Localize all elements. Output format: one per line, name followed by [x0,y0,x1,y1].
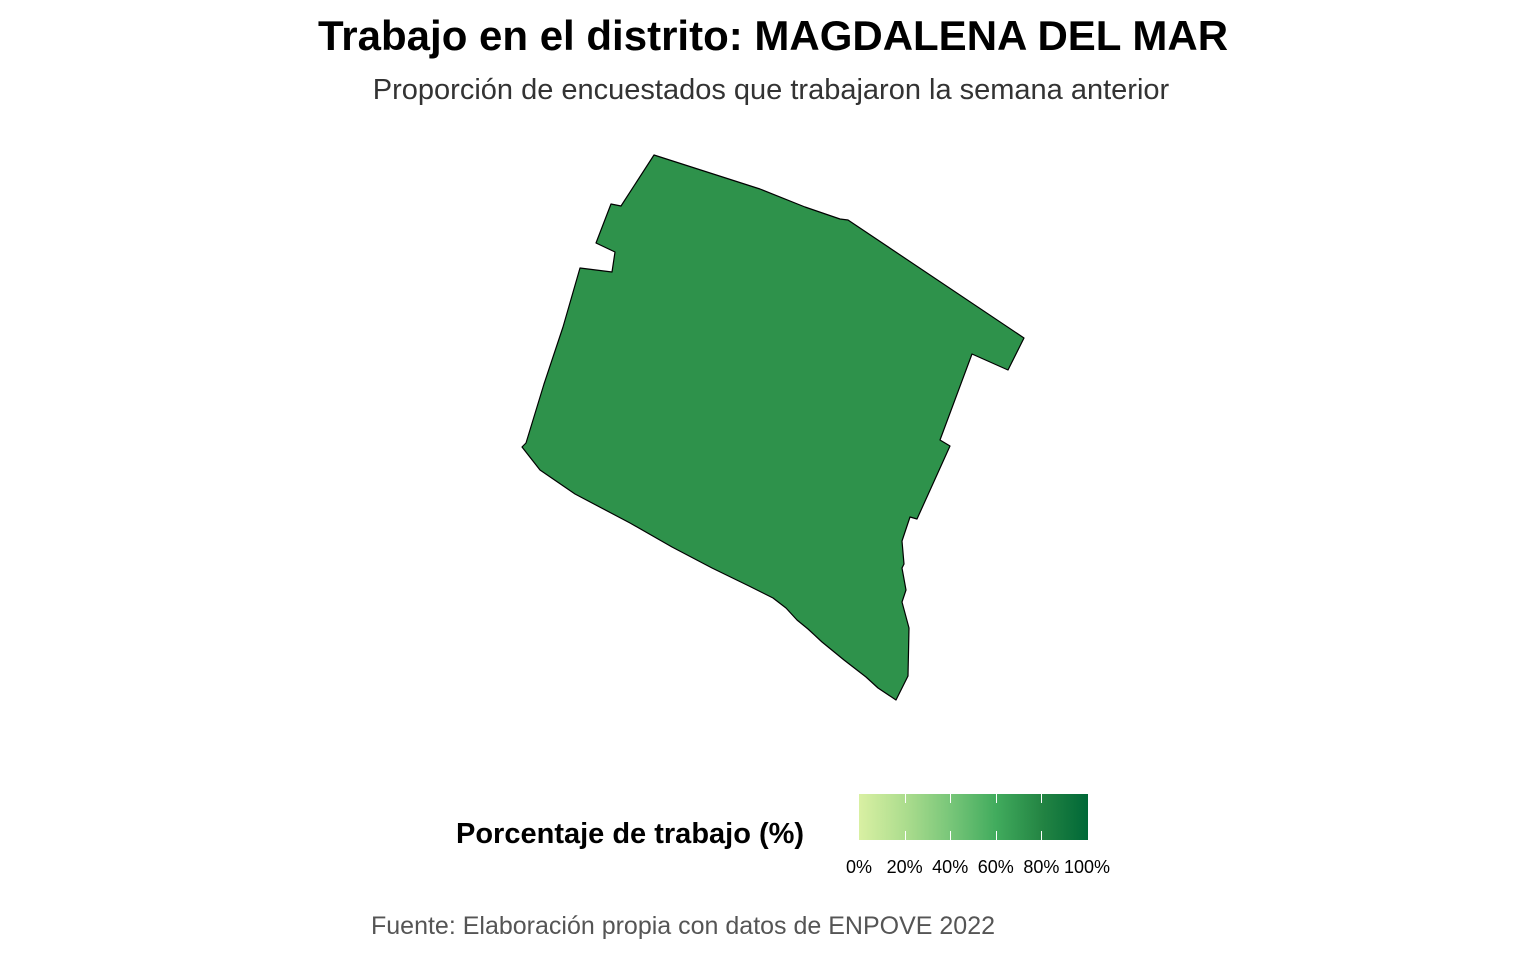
map-subtitle: Proporción de encuestados que trabajaron… [372,74,1170,106]
legend-tick-label: 20% [886,857,923,877]
legend-tick-mark [950,794,952,803]
map-title: Trabajo en el distrito: MAGDALENA DEL MA… [317,12,1229,59]
legend-title: Porcentaje de trabajo (%) [456,818,805,850]
legend-tick-mark [995,831,997,840]
legend-tick-mark [995,794,997,803]
legend-tick-mark [904,831,906,840]
legend-tick-mark [950,831,952,840]
legend-tick-label: 100% [1063,857,1111,877]
legend-tick-mark [904,794,906,803]
legend-tick-mark [1041,794,1043,803]
legend-tick-label: 60% [977,857,1014,877]
legend-tick-label: 40% [932,857,969,877]
legend-tick-label: 80% [1023,857,1060,877]
district-polygon [521,154,1025,701]
legend-gradient [859,794,1088,840]
legend-colorbar [859,794,1088,840]
legend-tick-label: 0% [845,857,873,877]
legend-tick-mark [1041,831,1043,840]
map-caption: Fuente: Elaboración propia con datos de … [371,912,996,940]
